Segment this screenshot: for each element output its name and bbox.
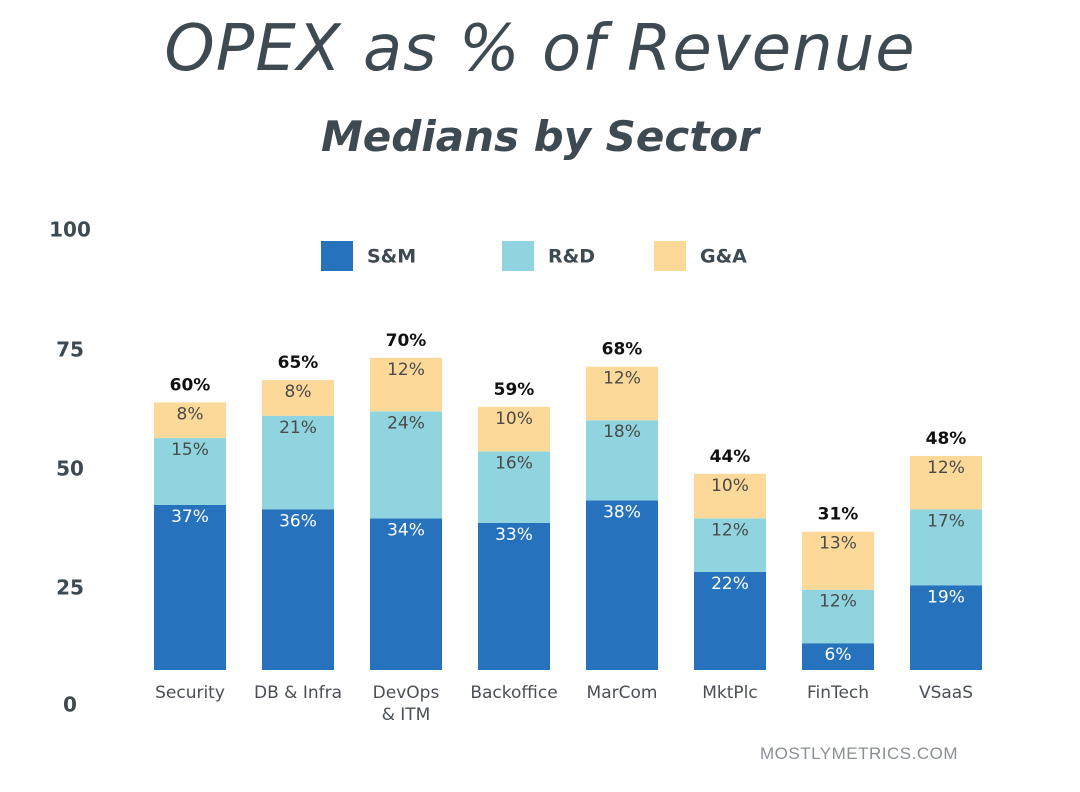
- bar-segment-rd: [586, 420, 658, 501]
- bar-segment-rd: [154, 438, 226, 505]
- segment-value-label: 19%: [927, 587, 965, 607]
- segment-value-label: 8%: [177, 404, 204, 424]
- y-tick-label: 100: [49, 218, 91, 242]
- bar-segment-sm: [478, 522, 550, 670]
- bar-segment-ga: [802, 531, 874, 590]
- segment-value-label: 16%: [495, 453, 533, 473]
- segment-value-label: 24%: [387, 413, 425, 433]
- segment-value-label: 12%: [387, 360, 425, 380]
- segment-value-label: 15%: [171, 440, 209, 460]
- source-footer: MOSTLYMETRICS.COM: [759, 744, 958, 763]
- segment-value-label: 12%: [819, 592, 857, 612]
- bar-segment-ga: [910, 455, 982, 510]
- legend-label-rd: R&D: [548, 246, 595, 268]
- segment-value-label: 22%: [711, 574, 749, 594]
- segment-value-label: 21%: [279, 418, 317, 438]
- y-tick-label: 75: [56, 338, 84, 362]
- segment-value-label: 18%: [603, 422, 641, 442]
- segment-value-label: 6%: [825, 645, 852, 665]
- bar-total-label: 68%: [602, 340, 643, 360]
- bar-total-label: 44%: [710, 447, 751, 467]
- segment-value-label: 8%: [285, 382, 312, 402]
- bar-segment-rd: [802, 589, 874, 644]
- x-category-label: Security: [155, 683, 225, 703]
- bar-segment-rd: [262, 415, 334, 510]
- x-category-label: & ITM: [382, 705, 431, 725]
- bar-total-label: 59%: [494, 380, 535, 400]
- segment-value-label: 36%: [279, 511, 317, 531]
- x-category-label: MarCom: [587, 683, 658, 703]
- segment-value-label: 38%: [603, 503, 641, 523]
- legend-label-ga: G&A: [700, 246, 747, 268]
- bar-total-label: 65%: [278, 353, 319, 373]
- bar-segment-sm: [154, 504, 226, 670]
- legend-swatch-rd: [502, 241, 534, 271]
- bar-segment-sm: [586, 500, 658, 670]
- bar-segment-rd: [910, 509, 982, 586]
- bar-segment-sm: [910, 585, 982, 670]
- chart-title: OPEX as % of Revenue: [164, 12, 916, 86]
- segment-value-label: 33%: [495, 525, 533, 545]
- bar-segment-sm: [262, 509, 334, 670]
- bar-total-label: 48%: [926, 429, 967, 449]
- y-tick-label: 50: [56, 457, 84, 481]
- bar-segment-sm: [694, 571, 766, 670]
- bar-total-label: 31%: [818, 505, 859, 525]
- segment-value-label: 13%: [819, 534, 857, 554]
- bar-total-label: 60%: [170, 375, 211, 395]
- y-tick-label: 25: [56, 576, 84, 600]
- segment-value-label: 37%: [171, 507, 209, 527]
- x-category-label: MktPlc: [702, 683, 758, 703]
- bar-segment-ga: [154, 402, 226, 439]
- segment-value-label: 12%: [927, 458, 965, 478]
- x-category-label: Backoffice: [470, 683, 557, 703]
- segment-value-label: 34%: [387, 520, 425, 540]
- segment-value-label: 10%: [495, 409, 533, 429]
- bar-total-label: 70%: [386, 331, 427, 351]
- legend-swatch-sm: [321, 241, 353, 271]
- x-category-label: FinTech: [807, 683, 869, 703]
- segment-value-label: 10%: [711, 476, 749, 496]
- bar-segment-rd: [478, 451, 550, 523]
- legend-swatch-ga: [654, 241, 686, 271]
- segment-value-label: 12%: [711, 520, 749, 540]
- bar-segment-sm: [802, 643, 874, 670]
- segment-value-label: 12%: [603, 369, 641, 389]
- x-category-label: DB & Infra: [254, 683, 342, 703]
- x-category-label: VSaaS: [919, 683, 973, 703]
- y-tick-label: 0: [63, 693, 77, 717]
- bar-segment-rd: [694, 518, 766, 572]
- bar-segment-ga: [370, 357, 442, 412]
- bar-segment-rd: [370, 411, 442, 519]
- bar-segment-ga: [478, 406, 550, 452]
- bar-segment-ga: [586, 366, 658, 421]
- bar-segment-ga: [262, 380, 334, 416]
- segment-value-label: 17%: [927, 511, 965, 531]
- bar-segment-ga: [694, 473, 766, 519]
- bar-segment-sm: [370, 518, 442, 670]
- legend-label-sm: S&M: [367, 246, 416, 268]
- x-category-label: DevOps: [373, 683, 440, 703]
- chart-subtitle: Medians by Sector: [321, 112, 759, 161]
